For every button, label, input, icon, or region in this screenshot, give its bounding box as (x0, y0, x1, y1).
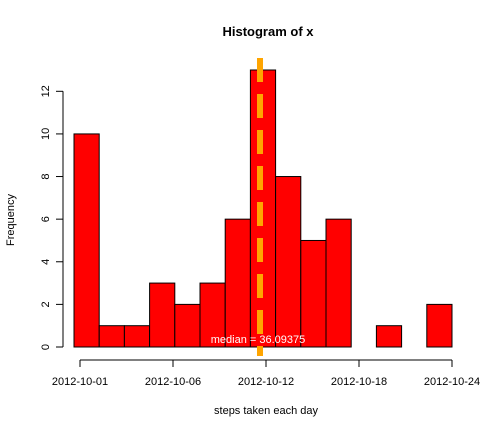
histogram-bar (98, 325, 125, 348)
y-axis-label: Frequency (5, 194, 17, 246)
x-tick-label: 2012-10-12 (238, 376, 294, 388)
histogram-bar (375, 325, 403, 348)
x-tick-label: 2012-10-01 (52, 376, 108, 388)
histogram-bar (426, 303, 453, 348)
y-tick-label: 4 (40, 259, 52, 265)
y-tick-label: 0 (40, 344, 52, 350)
y-tick-label: 8 (40, 173, 52, 179)
y-axis: 0 2 4 6 8 10 12 (40, 85, 64, 350)
histogram-bar (300, 239, 327, 348)
histogram-bar (224, 218, 251, 348)
x-tick-label: 2012-10-24 (424, 376, 480, 388)
median-label: median = 36.09375 (211, 334, 306, 346)
y-tick-label: 2 (40, 301, 52, 307)
histogram-bar (275, 176, 302, 348)
chart-title: Histogram of x (222, 24, 314, 39)
y-tick-label: 10 (40, 128, 52, 140)
x-axis: 2012-10-01 2012-10-06 2012-10-12 2012-10-18… (52, 359, 480, 388)
y-tick-label: 6 (40, 216, 52, 222)
histogram-bar (123, 325, 151, 348)
histogram-bar (174, 303, 201, 348)
x-tick-label: 2012-10-06 (145, 376, 201, 388)
histogram-bar (73, 133, 100, 348)
histogram-bar (325, 218, 352, 348)
x-axis-label: steps taken each day (214, 405, 318, 417)
y-tick-label: 12 (40, 85, 52, 97)
histogram-bar (199, 282, 226, 348)
x-tick-label: 2012-10-18 (331, 376, 387, 388)
histogram-bar (149, 282, 176, 348)
